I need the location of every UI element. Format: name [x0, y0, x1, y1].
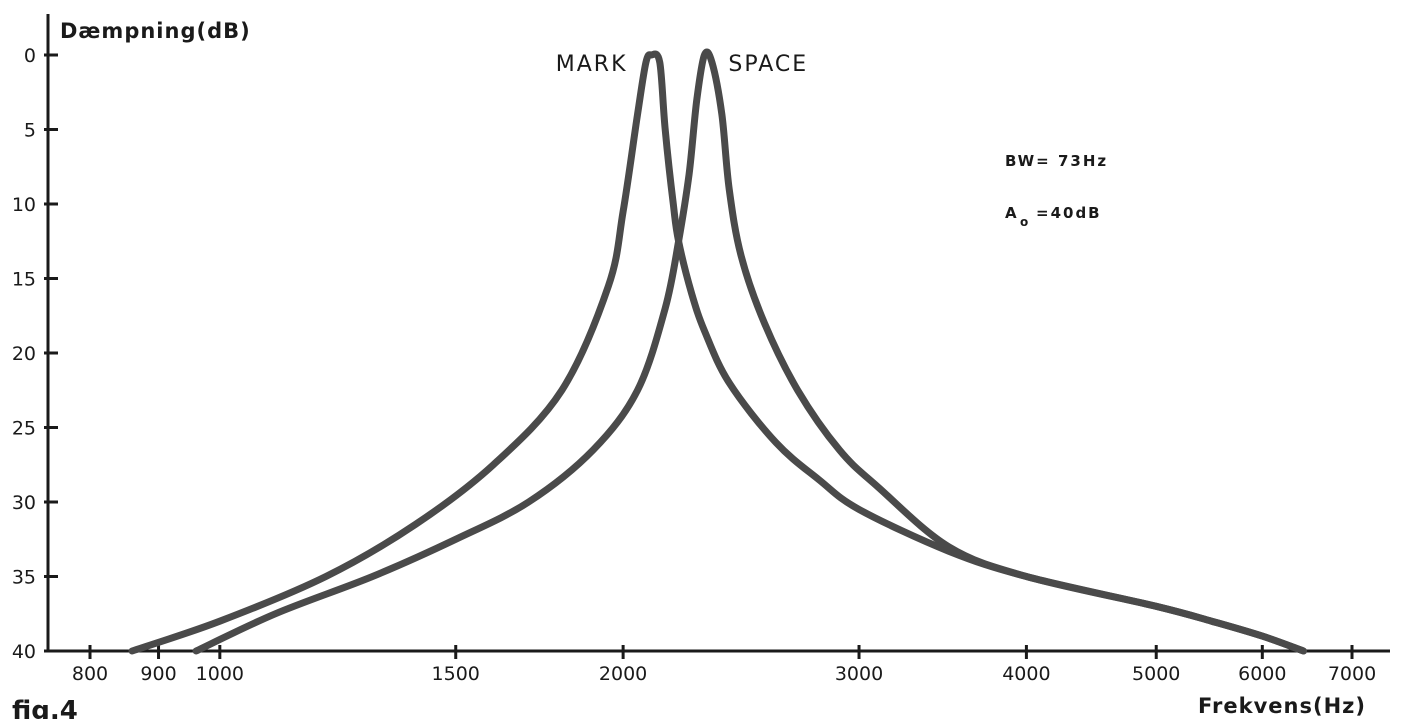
x-tick-label: 6000: [1238, 663, 1286, 685]
x-tick-label: 1000: [196, 663, 244, 685]
y-tick-label: 5: [24, 120, 36, 142]
axes: [44, 14, 1390, 659]
y-axis-label: Dæmpning(dB): [60, 19, 251, 43]
x-axis-label: Frekvens(Hz): [1198, 694, 1366, 718]
y-tick-label: 40: [12, 641, 36, 663]
series-line-mark: [128, 50, 1307, 655]
x-tick-label: 3000: [835, 663, 883, 685]
y-tick-label: 0: [24, 45, 36, 67]
figure-caption: fig.4: [12, 696, 78, 719]
x-tick-label: 2000: [599, 663, 647, 685]
gain-subscript: o: [1020, 215, 1030, 229]
y-tick-label: 20: [12, 343, 36, 365]
y-tick-label: 30: [12, 492, 36, 514]
x-tick-label: 7000: [1328, 663, 1376, 685]
gain-annotation: A o =40dB: [1005, 204, 1102, 229]
gain-symbol: A: [1005, 204, 1019, 222]
y-tick-label: 35: [12, 567, 36, 589]
curves: [128, 48, 1307, 655]
series-label-space: SPACE: [728, 52, 808, 77]
y-tick-label: 10: [12, 194, 36, 216]
bandwidth-annotation: BW= 73Hz: [1005, 152, 1108, 170]
x-tick-label: 800: [72, 663, 108, 685]
x-tick-label: 900: [140, 663, 176, 685]
x-tick-label: 5000: [1132, 663, 1180, 685]
gain-value: =40dB: [1036, 204, 1102, 222]
y-tick-label: 15: [12, 269, 36, 291]
series-line-space: [192, 48, 1307, 655]
x-tick-label: 4000: [1002, 663, 1050, 685]
labels: 0 5 10 15 20 25 30 35 40 800 900 1000 1500 2000 3000 40…: [12, 45, 1376, 685]
x-tick-label: 1500: [432, 663, 480, 685]
series-label-mark: MARK: [556, 52, 628, 77]
y-tick-label: 25: [12, 418, 36, 440]
